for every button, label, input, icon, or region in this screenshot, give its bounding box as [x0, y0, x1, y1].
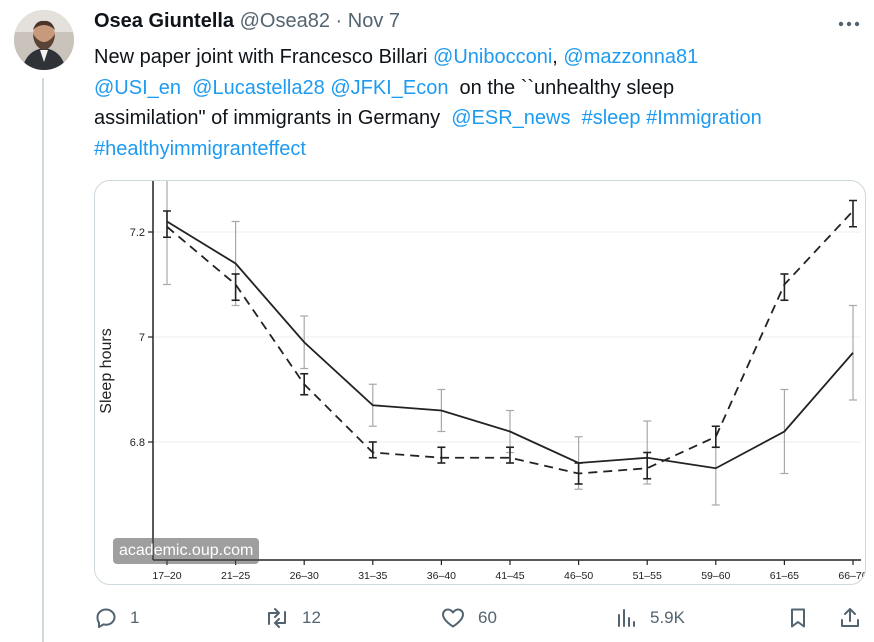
more-options-icon[interactable]	[835, 12, 863, 36]
tweet-media-chart[interactable]: 6.8 7 7.2 Sleep hours 17–20 21–25 26–30 31–35 36…	[94, 180, 866, 585]
x-tick-label: 36–40	[427, 570, 456, 582]
reply-button[interactable]: 1	[94, 600, 139, 636]
x-tick-label: 46–50	[564, 570, 593, 582]
views-bar-chart-icon	[618, 609, 635, 627]
x-tick-label: 26–30	[290, 570, 319, 582]
share-button[interactable]	[838, 600, 874, 636]
mention-link[interactable]: @USI_en	[94, 76, 182, 99]
x-tick-label: 17–20	[152, 570, 181, 582]
tweet-text-line: @USI_en @Lucastella28 @JFKI_Econ on the …	[94, 73, 869, 104]
avatar[interactable]	[14, 10, 74, 70]
tweet-text-segment: ,	[552, 46, 564, 68]
tweet-text-segment: on the ``unhealthy sleep	[448, 76, 675, 99]
author-handle[interactable]: @Osea82	[239, 10, 330, 32]
source-watermark: academic.oup.com	[113, 538, 260, 564]
author-name[interactable]: Osea Giuntella	[94, 10, 235, 32]
x-tick-label: 31–35	[358, 570, 387, 582]
tweet-text-line: #healthyimmigranteffect	[94, 134, 869, 165]
tweet-text-segment: New paper joint with Francesco Billari	[94, 46, 434, 68]
hashtag-link[interactable]: #sleep	[581, 107, 641, 129]
mention-link[interactable]: @Lucastella28	[192, 76, 325, 99]
tweet-date[interactable]: Nov 7	[347, 10, 401, 32]
like-button[interactable]: 60	[440, 600, 497, 636]
views-count: 5.9K	[650, 608, 685, 627]
tweet-text-segment	[181, 77, 192, 99]
hashtag-link[interactable]: #Immigration	[646, 107, 762, 129]
y-tick-label: 6.8	[130, 437, 145, 449]
series-line-dashed	[166, 210, 854, 475]
mention-link[interactable]: @JFKI_Econ	[330, 76, 449, 99]
mention-link[interactable]: @Unibocconi	[433, 46, 553, 68]
like-count: 60	[478, 608, 497, 627]
tweet-text-line: assimilation" of immigrants in Germany @…	[94, 103, 869, 134]
reply-count: 1	[130, 608, 140, 627]
tweet-text-line: New paper joint with Francesco Billari @…	[94, 42, 869, 73]
tweet-text-segment: assimilation" of immigrants in Germany	[94, 107, 452, 129]
mention-link[interactable]: @ESR_news	[451, 107, 571, 129]
tweet-text-segment	[570, 107, 581, 129]
retweet-icon	[268, 608, 286, 628]
y-axis-label: Sleep hours	[98, 328, 115, 413]
separator-dot: ·	[335, 10, 343, 32]
x-tick-label: 51–55	[633, 570, 662, 582]
series-line-solid	[166, 220, 854, 470]
views-button[interactable]: 5.9K	[614, 600, 685, 636]
retweet-count: 12	[302, 608, 321, 627]
x-tick-label: 61–65	[770, 570, 799, 582]
sleep-hours-chart: 6.8 7 7.2 Sleep hours 17–20 21–25 26–30 31–35 36…	[98, 181, 865, 582]
y-tick-label: 7	[139, 332, 145, 344]
tweet-header: Osea Giuntella @Osea82 · Nov 7	[94, 10, 400, 33]
reply-icon	[96, 608, 116, 628]
x-tick-label: 59–60	[701, 570, 730, 582]
bookmark-button[interactable]	[786, 600, 822, 636]
x-tick-label: 41–45	[495, 570, 524, 582]
bookmark-icon	[791, 608, 805, 628]
x-tick-label: 21–25	[221, 570, 250, 582]
y-tick-label: 7.2	[130, 227, 145, 239]
x-tick-label: 66–70	[838, 570, 865, 582]
share-icon	[841, 608, 859, 627]
hashtag-link[interactable]: #healthyimmigranteffect	[94, 137, 306, 160]
heart-icon	[442, 608, 464, 628]
retweet-button[interactable]: 12	[264, 600, 321, 636]
tweet-text: New paper joint with Francesco Billari @…	[94, 42, 869, 164]
mention-link[interactable]: @mazzonna81	[563, 46, 699, 68]
avatar-image	[14, 10, 74, 70]
thread-connector-line	[42, 78, 44, 642]
tweet-actions: 1 12 60 5.9K	[94, 600, 869, 636]
